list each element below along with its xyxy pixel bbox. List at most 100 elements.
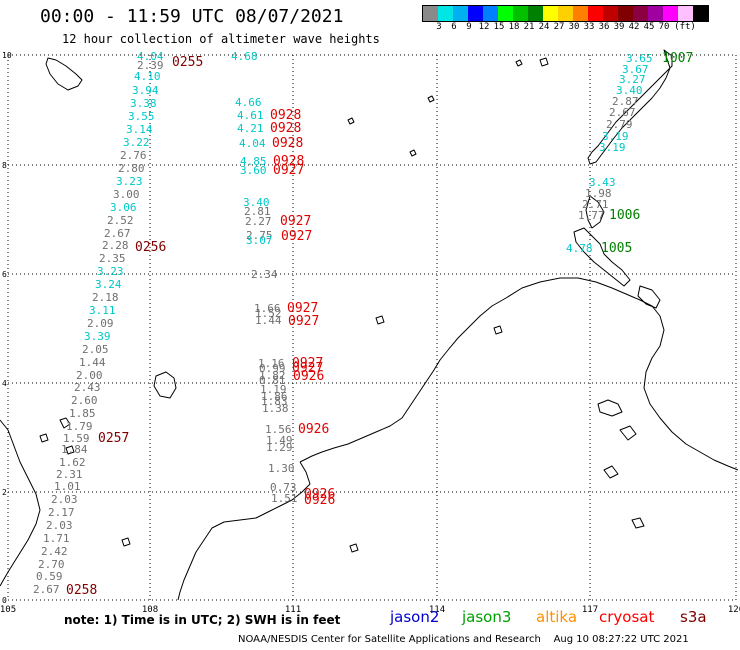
wave-height-value: 1.29 [266,441,293,454]
wave-height-value: 2.67 [609,106,636,119]
wave-height-value: 4.68 [231,50,258,63]
legend-swatch [468,6,483,21]
legend-swatch [513,6,528,21]
y-tick-label: 6 [2,270,7,279]
x-tick-label: 111 [285,605,301,615]
pass-time-label: 0928 [270,121,301,136]
legend-swatch [558,6,573,21]
wave-height-value: 3.23 [97,265,124,278]
wave-height-value: 2.52 [107,214,134,227]
x-tick-label: 114 [429,605,445,615]
pass-time-label: 0258 [66,583,97,598]
wave-height-value: 3.00 [113,188,140,201]
wave-height-value: 1.77 [578,209,605,222]
wave-height-value: 2.67 [33,583,60,596]
wave-height-value: 1.19 [260,383,287,396]
wave-height-value: 1.71 [43,532,70,545]
wave-height-value: 2.43 [74,381,101,394]
legend-swatch [453,6,468,21]
wave-height-value: 0.81 [259,374,286,387]
pass-time-label: 0927 [287,301,318,316]
wave-height-value: 2.27 [245,215,272,228]
legend-swatch [573,6,588,21]
x-tick-label: 117 [582,605,598,615]
pass-time-label: 0255 [172,55,203,70]
pass-time-label: 0926 [293,369,324,384]
wave-height-value: 3.19 [599,141,626,154]
x-tick-label: 105 [0,605,16,615]
pass-time-label: 0927 [292,361,323,376]
wave-height-value: 2.60 [71,394,98,407]
pass-time-label: 0928 [272,136,303,151]
wave-height-value: 1.38 [262,402,289,415]
legend-swatch [603,6,618,21]
color-legend-bar [422,5,709,22]
wave-height-value: 2.28 [102,239,129,252]
legend-swatch [588,6,603,21]
legend-tick-label: 21 [523,22,535,32]
legend-swatch [693,6,708,21]
wave-height-value: 3.40 [616,84,643,97]
wave-height-value: 3.38 [130,97,157,110]
legend-swatch [528,6,543,21]
pass-time-label: 0926 [298,422,329,437]
wave-height-value: 2.81 [244,205,271,218]
wave-height-value: 1.66 [254,302,281,315]
pass-time-label: 1006 [609,208,640,223]
legend-tick-label: 12 [478,22,490,32]
wave-height-value: 1.62 [59,456,86,469]
wave-height-value: 2.34 [251,268,278,281]
wave-height-value: 1.86 [261,390,288,403]
pass-time-label: 0927 [288,314,319,329]
legend-tick-label: 42 [628,22,640,32]
wave-height-value: 1.30 [268,462,295,475]
wave-height-value: 3.14 [126,123,153,136]
pass-time-label: 0927 [273,163,304,178]
wave-height-value: 1.56 [265,423,292,436]
wave-height-value: 2.87 [612,95,639,108]
pass-time-label: 0257 [98,431,129,446]
wave-height-value: 3.24 [95,278,122,291]
wave-height-value: 4.04 [137,50,164,63]
legend-tick-label: 24 [538,22,550,32]
wave-height-value: 1.52 [255,307,282,320]
wave-height-value: 4.85 [240,155,267,168]
wave-height-value: 4.04 [239,137,266,150]
map-frame [7,54,737,601]
pass-time-label: 1005 [601,241,632,256]
legend-tick-label: 33 [583,22,595,32]
wave-height-value: 3.23 [116,175,143,188]
wave-height-value: 1.83 [261,395,288,408]
wave-height-value: 1.51 [271,492,298,505]
wave-height-value: 3.65 [626,52,653,65]
wave-height-value: 3.27 [619,73,646,86]
grid-lines [7,54,737,601]
legend-swatch [633,6,648,21]
wave-height-value: 1.98 [585,187,612,200]
pass-time-label: 0256 [135,240,166,255]
legend-tick-label: 27 [553,22,565,32]
legend-swatch [423,6,438,21]
wave-height-value: 2.80 [118,162,145,175]
wave-height-value: 3.11 [89,304,116,317]
pass-time-label: 0926 [304,487,335,502]
wave-height-value: 3.55 [128,110,155,123]
wave-height-value: 3.94 [132,84,159,97]
legend-tick-label: 30 [568,22,580,32]
wave-height-value: 3.07 [246,234,273,247]
legend-swatch [483,6,498,21]
wave-height-value: 3.43 [589,176,616,189]
y-tick-label: 0 [2,596,7,605]
wave-height-value: 3.06 [110,201,137,214]
wave-height-value: 2.18 [92,291,119,304]
wave-height-value: 3.22 [123,136,150,149]
wave-height-value: 2.71 [582,198,609,211]
legend-tick-label: 6 [451,22,457,32]
wave-height-value: 2.79 [606,118,633,131]
legend-tick-label: 3 [436,22,442,32]
legend-tick-label: 70 [658,22,670,32]
legend-tick-label: 39 [613,22,625,32]
wave-height-value: 3.60 [240,164,267,177]
wave-height-value: 2.17 [48,506,75,519]
